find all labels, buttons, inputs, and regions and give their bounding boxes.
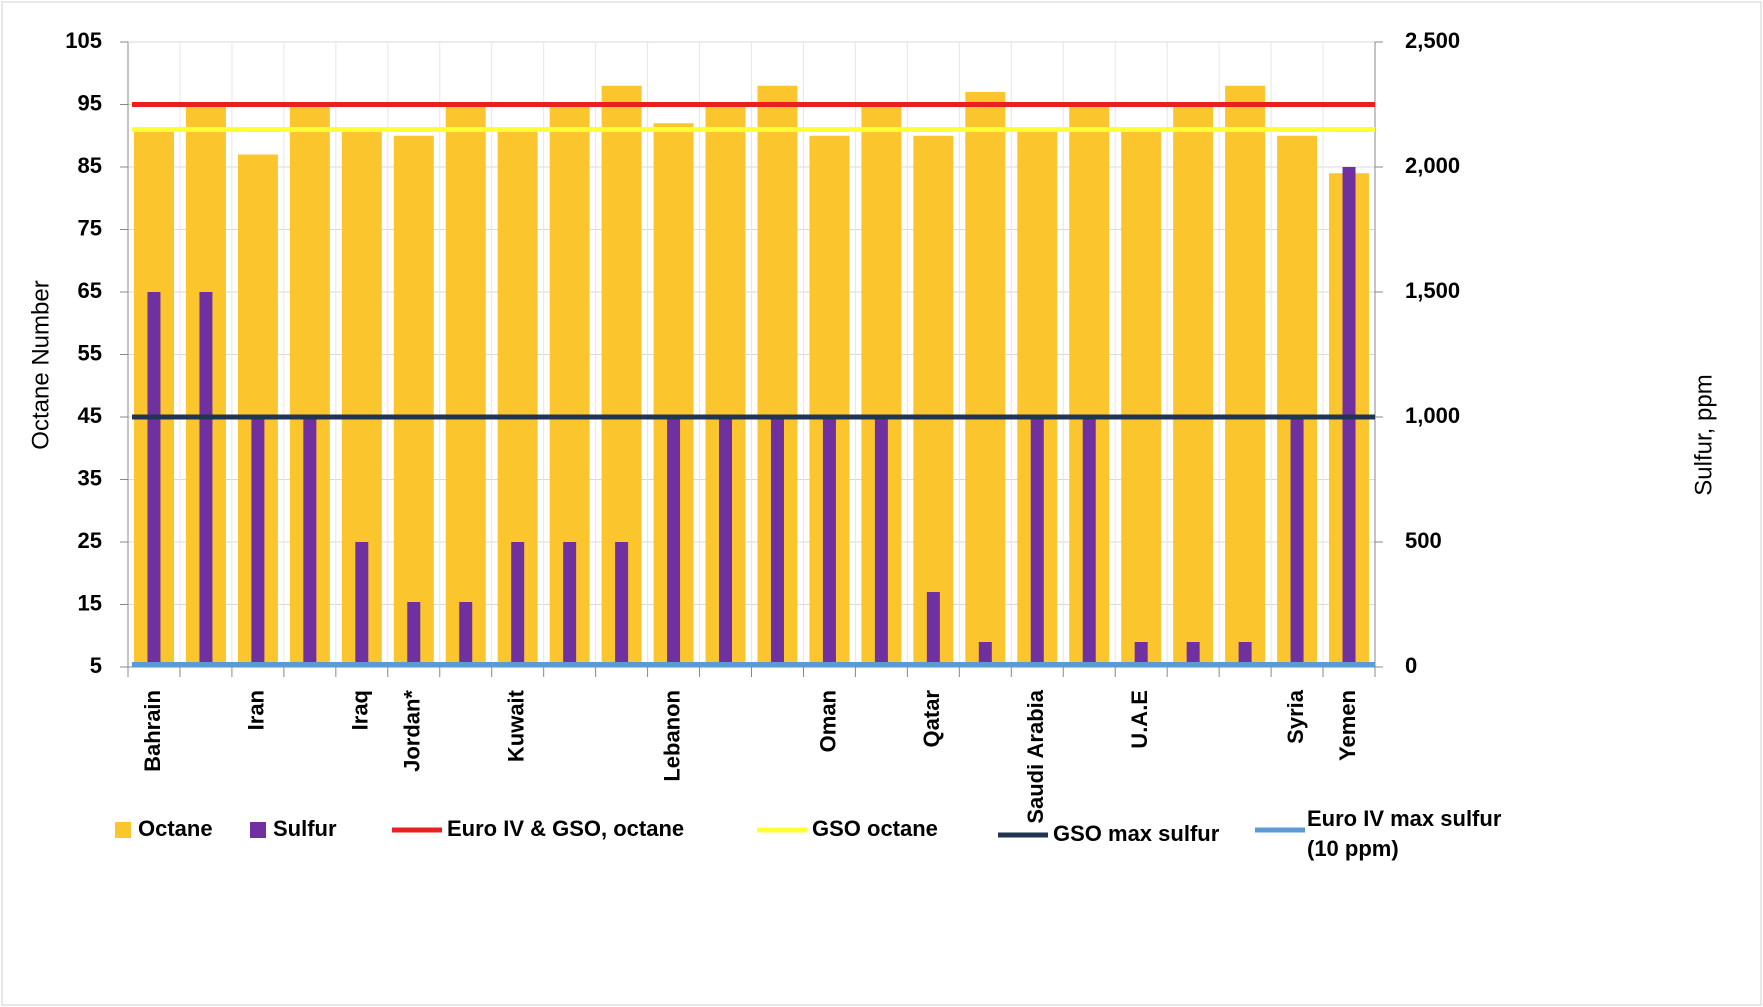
y-tick-label: 35 <box>78 465 102 490</box>
sulfur-bar <box>147 292 161 667</box>
x-tick-label: Yemen <box>1335 690 1360 761</box>
y-tick-label: 85 <box>78 153 102 178</box>
sulfur-bar <box>355 542 369 667</box>
sulfur-bar <box>667 417 681 667</box>
sulfur-bar <box>407 602 421 667</box>
legend-label: Euro IV max sulfur (10 ppm) <box>1307 806 1502 861</box>
y-tick-label: 55 <box>78 340 102 365</box>
sulfur-bar <box>563 542 577 667</box>
sulfur-bar <box>511 542 525 667</box>
x-tick-label: Lebanon <box>659 690 684 782</box>
x-tick-label: Syria <box>1283 689 1308 744</box>
legend-label: Euro IV & GSO, octane <box>447 816 684 841</box>
y-tick-label: 95 <box>78 90 102 115</box>
y2-tick-label: 1,500 <box>1405 278 1460 303</box>
sulfur-bar <box>978 642 992 667</box>
octane-bar <box>1225 85 1266 667</box>
sulfur-bar <box>615 542 629 667</box>
sulfur-bar <box>926 592 940 667</box>
y2-tick-label: 1,000 <box>1405 403 1460 428</box>
y2-axis-title: Sulfur, ppm <box>1690 374 1717 495</box>
sulfur-bar <box>1238 642 1252 667</box>
y-tick-label: 5 <box>90 653 102 678</box>
sulfur-bar <box>251 417 265 667</box>
x-tick-label: Bahrain <box>140 690 165 772</box>
legend-label: GSO octane <box>812 816 938 841</box>
y-tick-label: 15 <box>78 590 102 615</box>
x-tick-label: Qatar <box>919 690 944 748</box>
y-tick-label: 105 <box>65 28 102 53</box>
y2-tick-label: 0 <box>1405 653 1417 678</box>
octane-bar <box>1121 129 1162 667</box>
sulfur-bar <box>459 602 473 667</box>
y-tick-label: 75 <box>78 215 102 240</box>
sulfur-bar <box>719 417 733 667</box>
sulfur-bar <box>874 417 888 667</box>
y2-tick-label: 2,000 <box>1405 153 1460 178</box>
octane-bar <box>1173 104 1214 667</box>
x-tick-label: Kuwait <box>504 689 529 762</box>
x-tick-label: Iran <box>244 690 269 730</box>
y-tick-label: 45 <box>78 403 102 428</box>
sulfur-bar <box>1186 642 1200 667</box>
sulfur-bar <box>1030 417 1044 667</box>
legend-swatch <box>250 822 266 838</box>
sulfur-bar <box>770 417 784 667</box>
sulfur-bar <box>1290 417 1304 667</box>
sulfur-bar <box>822 417 836 667</box>
sulfur-bar <box>303 417 317 667</box>
legend-swatch <box>115 822 131 838</box>
octane-bar <box>913 135 954 667</box>
sulfur-bar <box>1134 642 1148 667</box>
y-axis-title: Octane Number <box>27 280 54 449</box>
y-tick-label: 25 <box>78 528 102 553</box>
x-tick-label: Jordan* <box>400 690 425 772</box>
y2-tick-label: 500 <box>1405 528 1442 553</box>
octane-bar <box>445 104 486 667</box>
x-tick-label: Saudi Arabia <box>1023 689 1048 823</box>
legend-label: Sulfur <box>273 816 337 841</box>
x-tick-label: U.A.E <box>1127 690 1152 749</box>
octane-bar <box>393 135 434 667</box>
sulfur-bar <box>199 292 213 667</box>
y-tick-label: 65 <box>78 278 102 303</box>
sulfur-bar <box>1082 417 1096 667</box>
legend-label-box: Euro IV max sulfur (10 ppm) <box>1307 806 1502 861</box>
x-tick-label: Oman <box>815 690 840 752</box>
y2-tick-label: 2,500 <box>1405 28 1460 53</box>
legend-label: GSO max sulfur <box>1053 821 1220 846</box>
x-tick-label: Iraq <box>348 690 373 730</box>
octane-bar <box>965 92 1006 667</box>
legend-label: Octane <box>138 816 213 841</box>
